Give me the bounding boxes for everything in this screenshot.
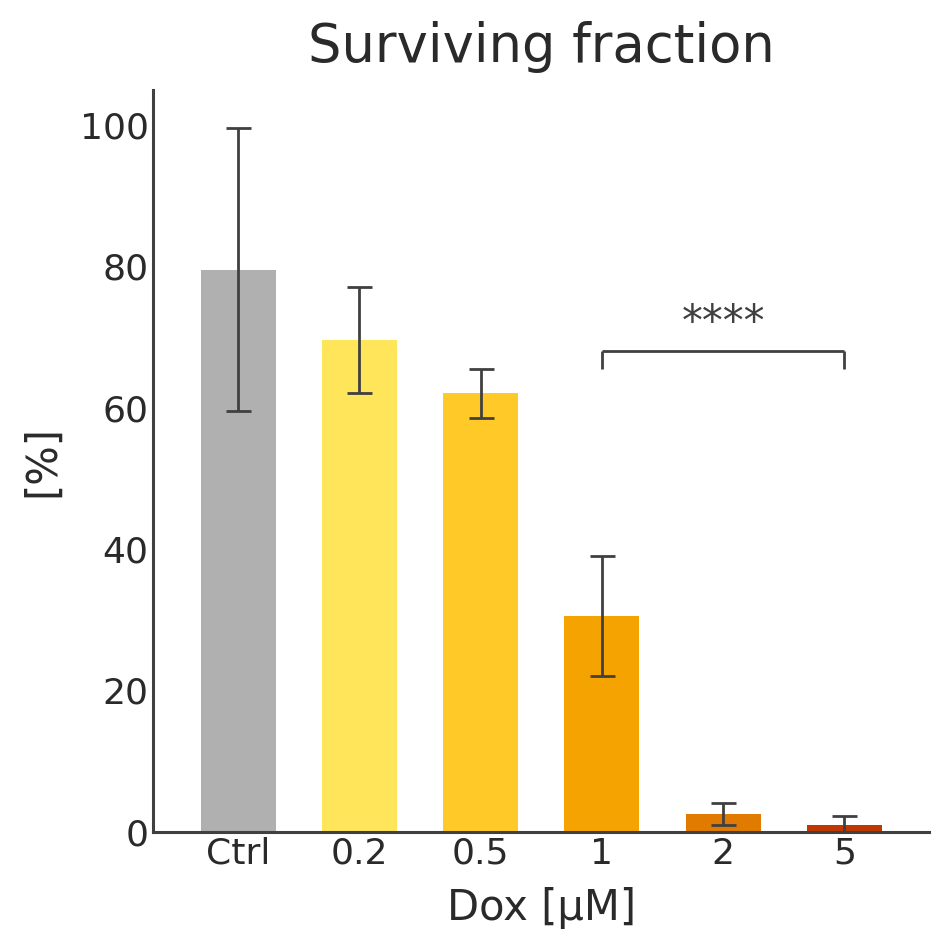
Bar xyxy=(807,825,882,831)
Bar xyxy=(443,393,519,831)
Bar xyxy=(564,617,639,831)
Bar xyxy=(200,270,276,831)
Bar xyxy=(686,814,761,831)
Bar xyxy=(322,340,397,831)
Y-axis label: [%]: [%] xyxy=(21,425,63,497)
X-axis label: Dox [μM]: Dox [μM] xyxy=(446,887,636,929)
Text: ****: **** xyxy=(681,302,765,344)
Title: Surviving fraction: Surviving fraction xyxy=(308,21,774,73)
